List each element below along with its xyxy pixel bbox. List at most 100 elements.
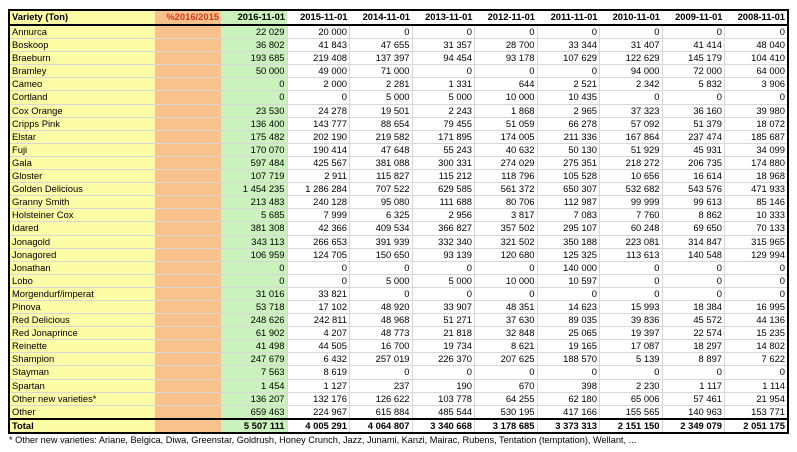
value-cell[interactable]: 39 836 (599, 313, 662, 328)
value-cell[interactable]: 707 522 (349, 182, 412, 197)
total-label[interactable]: Total (10, 417, 155, 432)
value-cell[interactable]: 0 (536, 25, 600, 40)
value-cell[interactable]: 153 771 (724, 405, 787, 420)
pct-cell[interactable] (155, 51, 221, 66)
value-cell[interactable]: 2 151 150 (599, 417, 662, 432)
pct-cell[interactable] (155, 352, 221, 367)
value-cell[interactable]: 113 613 (599, 248, 662, 262)
value-cell[interactable]: 7 083 (536, 208, 600, 223)
pct-cell[interactable] (155, 235, 221, 249)
value-cell[interactable]: 88 654 (349, 117, 412, 131)
value-cell[interactable]: 2 281 (349, 77, 412, 92)
pct-cell[interactable] (155, 208, 221, 223)
variety-name-cell[interactable]: Gala (10, 156, 155, 171)
value-cell[interactable]: 50 130 (536, 143, 600, 157)
value-cell[interactable]: 16 614 (661, 169, 725, 184)
value-cell[interactable]: 18 968 (724, 169, 787, 184)
variety-name-cell[interactable]: Pinova (10, 300, 155, 315)
variety-name-cell[interactable]: Cox Orange (10, 104, 155, 118)
value-cell[interactable]: 206 735 (661, 156, 725, 171)
value-cell[interactable]: 1 331 (411, 77, 475, 92)
value-cell[interactable]: 237 474 (661, 130, 725, 144)
value-cell[interactable]: 5 000 (349, 90, 412, 105)
value-cell[interactable]: 6 432 (286, 352, 350, 367)
pct-cell[interactable] (155, 379, 221, 393)
pct-cell[interactable] (155, 261, 221, 275)
variety-name-cell[interactable]: Bramley (10, 64, 155, 79)
variety-name-cell[interactable]: Elstar (10, 130, 155, 144)
value-cell[interactable]: 8 897 (661, 352, 725, 367)
value-cell[interactable]: 0 (221, 261, 287, 275)
value-cell[interactable]: 366 827 (411, 221, 475, 236)
value-cell[interactable]: 19 734 (411, 339, 475, 354)
pct-cell[interactable] (155, 143, 221, 157)
value-cell[interactable]: 5 000 (349, 274, 412, 288)
value-cell[interactable]: 0 (599, 287, 662, 301)
value-cell[interactable]: 61 902 (221, 326, 287, 341)
value-cell[interactable]: 485 544 (411, 405, 475, 420)
value-cell[interactable]: 31 357 (411, 38, 475, 53)
value-cell[interactable]: 118 796 (474, 169, 537, 184)
pct-cell[interactable] (155, 405, 221, 420)
value-cell[interactable]: 0 (599, 25, 662, 40)
value-cell[interactable]: 107 719 (221, 169, 287, 184)
value-cell[interactable]: 207 625 (474, 352, 537, 367)
variety-name-cell[interactable]: Gloster (10, 169, 155, 184)
value-cell[interactable]: 398 (536, 379, 600, 393)
value-cell[interactable]: 14 623 (536, 300, 600, 315)
value-cell[interactable]: 0 (411, 64, 475, 79)
value-cell[interactable]: 242 811 (286, 313, 350, 328)
value-cell[interactable]: 274 029 (474, 156, 537, 171)
value-cell[interactable]: 0 (411, 365, 475, 380)
value-cell[interactable]: 357 502 (474, 221, 537, 236)
value-cell[interactable]: 4 207 (286, 326, 350, 341)
value-cell[interactable]: 0 (661, 261, 725, 275)
value-cell[interactable]: 1 454 235 (221, 182, 287, 197)
value-cell[interactable]: 175 482 (221, 130, 287, 144)
value-cell[interactable]: 19 501 (349, 104, 412, 118)
value-cell[interactable]: 62 180 (536, 392, 600, 406)
value-cell[interactable]: 79 455 (411, 117, 475, 131)
value-cell[interactable]: 32 848 (474, 326, 537, 341)
value-cell[interactable]: 71 000 (349, 64, 412, 79)
variety-name-cell[interactable]: Spartan (10, 379, 155, 393)
pct-cell[interactable] (155, 300, 221, 315)
value-cell[interactable]: 219 582 (349, 130, 412, 144)
value-cell[interactable]: 80 706 (474, 195, 537, 210)
pct-cell[interactable] (155, 104, 221, 118)
column-header-year[interactable]: 2014-11-01 (349, 11, 412, 26)
pct-cell[interactable] (155, 274, 221, 288)
value-cell[interactable]: 106 959 (221, 248, 287, 262)
value-cell[interactable]: 8 619 (286, 365, 350, 380)
value-cell[interactable]: 40 632 (474, 143, 537, 157)
value-cell[interactable]: 10 000 (474, 274, 537, 288)
value-cell[interactable]: 190 (411, 379, 475, 393)
value-cell[interactable]: 7 563 (221, 365, 287, 380)
variety-name-cell[interactable]: Jonathan (10, 261, 155, 275)
pct-cell[interactable] (155, 38, 221, 53)
value-cell[interactable]: 381 308 (221, 221, 287, 236)
value-cell[interactable]: 31 407 (599, 38, 662, 53)
value-cell[interactable]: 218 272 (599, 156, 662, 171)
pct-cell[interactable] (155, 313, 221, 328)
value-cell[interactable]: 1 117 (661, 379, 725, 393)
value-cell[interactable]: 21 818 (411, 326, 475, 341)
pct-cell[interactable] (155, 90, 221, 105)
pct-cell[interactable] (155, 64, 221, 79)
value-cell[interactable]: 41 414 (661, 38, 725, 53)
value-cell[interactable]: 247 679 (221, 352, 287, 367)
value-cell[interactable]: 93 178 (474, 51, 537, 66)
value-cell[interactable]: 0 (411, 261, 475, 275)
variety-name-cell[interactable]: Other (10, 405, 155, 420)
value-cell[interactable]: 48 773 (349, 326, 412, 341)
pct-cell[interactable] (155, 287, 221, 301)
value-cell[interactable]: 140 000 (536, 261, 600, 275)
pct-cell[interactable] (155, 248, 221, 262)
value-cell[interactable]: 2 243 (411, 104, 475, 118)
value-cell[interactable]: 0 (474, 365, 537, 380)
value-cell[interactable]: 2 965 (536, 104, 600, 118)
value-cell[interactable]: 659 463 (221, 405, 287, 420)
value-cell[interactable]: 2 956 (411, 208, 475, 223)
pct-cell[interactable] (155, 117, 221, 131)
variety-name-cell[interactable]: Morgendurf/imperat (10, 287, 155, 301)
